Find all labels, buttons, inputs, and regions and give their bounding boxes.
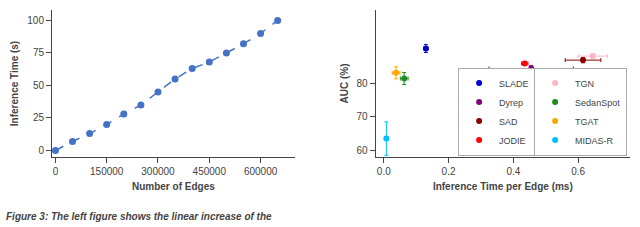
svg-text:0.0: 0.0 (377, 166, 391, 177)
svg-text:150000: 150000 (90, 166, 124, 177)
svg-text:0.4: 0.4 (506, 166, 520, 177)
svg-text:50: 50 (33, 80, 45, 91)
svg-text:SLADE: SLADE (499, 79, 529, 89)
svg-text:450000: 450000 (193, 166, 227, 177)
svg-text:0: 0 (38, 145, 44, 156)
svg-text:300000: 300000 (141, 166, 175, 177)
svg-text:Figure 3: The left figure show: Figure 3: The left figure shows the line… (6, 211, 272, 222)
svg-text:600000: 600000 (244, 166, 278, 177)
svg-text:0.6: 0.6 (571, 166, 585, 177)
svg-text:MIDAS-R: MIDAS-R (575, 136, 614, 146)
svg-text:TGN: TGN (575, 79, 594, 89)
svg-text:JODIE: JODIE (499, 136, 526, 146)
svg-text:Number of Edges: Number of Edges (132, 181, 215, 192)
svg-text:75: 75 (33, 47, 45, 58)
svg-text:100: 100 (27, 15, 44, 26)
svg-text:Inference Time per Edge (ms): Inference Time per Edge (ms) (433, 181, 573, 192)
svg-text:60: 60 (357, 145, 369, 156)
svg-text:SAD: SAD (499, 117, 518, 127)
svg-text:Dyrep: Dyrep (499, 98, 523, 108)
svg-text:0.2: 0.2 (442, 166, 456, 177)
svg-text:70: 70 (357, 111, 369, 122)
svg-text:25: 25 (33, 112, 45, 123)
svg-text:80: 80 (357, 78, 369, 89)
svg-text:SedanSpot: SedanSpot (575, 98, 620, 108)
svg-text:0: 0 (53, 166, 59, 177)
svg-text:AUC (%): AUC (%) (339, 64, 350, 104)
svg-text:Inference Time (s): Inference Time (s) (9, 41, 20, 126)
svg-text:TGAT: TGAT (575, 117, 599, 127)
